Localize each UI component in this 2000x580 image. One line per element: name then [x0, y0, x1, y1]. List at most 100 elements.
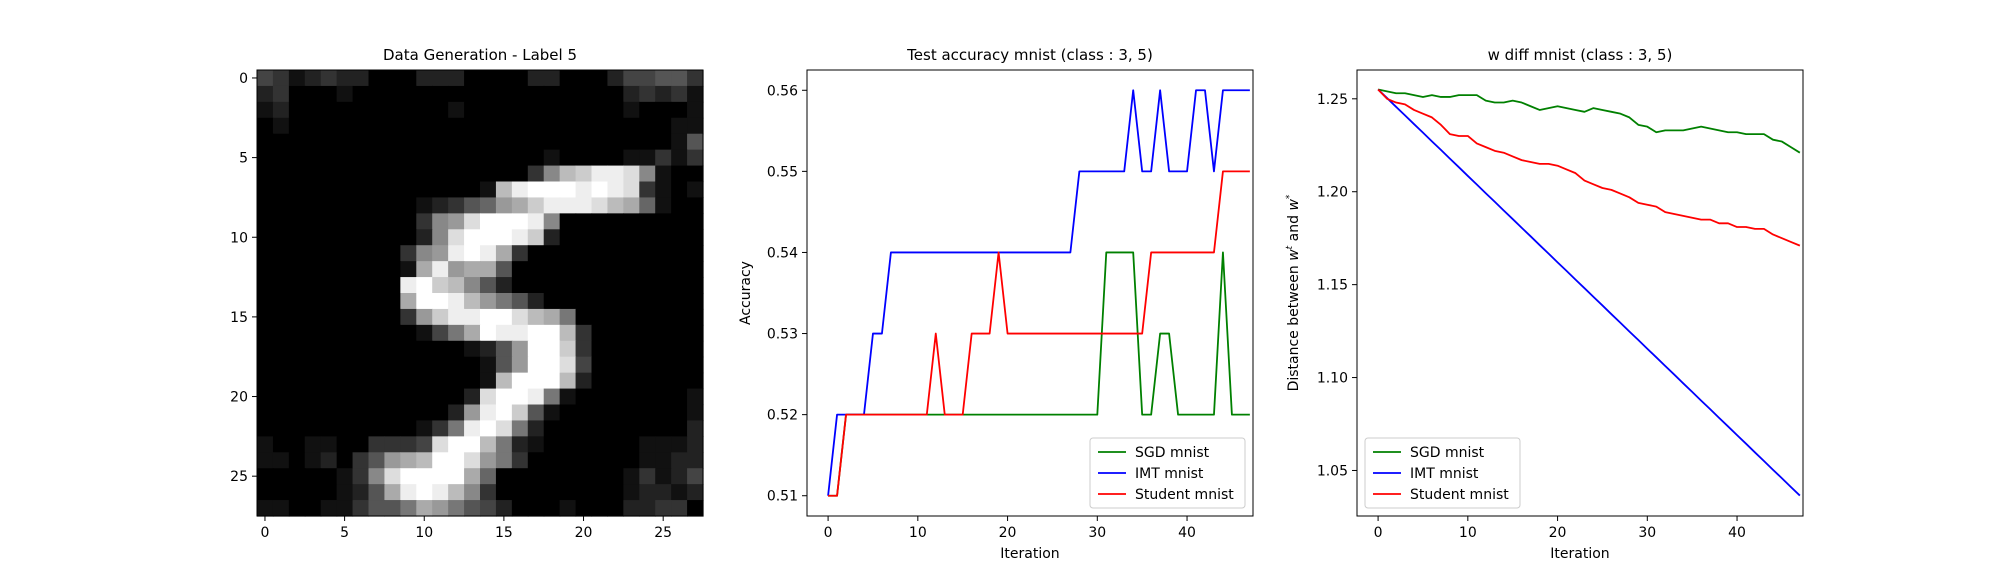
- pixel-cell: [543, 340, 561, 358]
- pixel-cell: [639, 500, 656, 517]
- pixel-cell: [687, 356, 704, 374]
- pixel-cell: [543, 468, 561, 485]
- pixel-cell: [671, 133, 688, 151]
- pixel-cell: [639, 101, 656, 119]
- pixel-cell: [655, 372, 672, 390]
- pixel-cell: [304, 324, 322, 342]
- pixel-cell: [559, 452, 577, 469]
- y-tick-label: 25: [230, 469, 248, 485]
- pixel-cell: [575, 133, 593, 151]
- pixel-cell: [384, 70, 401, 87]
- pixel-cell: [432, 229, 449, 246]
- pixel-cell: [495, 149, 513, 167]
- pixel-cell: [320, 308, 338, 326]
- pixel-cell: [448, 324, 465, 342]
- pixel-cell: [687, 229, 704, 246]
- pixel-cell: [687, 372, 704, 390]
- pixel-cell: [511, 101, 529, 119]
- pixel-cell: [480, 404, 497, 422]
- pixel-cell: [480, 372, 497, 390]
- pixel-cell: [511, 308, 529, 326]
- pixel-cell: [591, 213, 609, 230]
- pixel-cell: [416, 293, 433, 310]
- pixel-cell: [336, 197, 354, 214]
- pixel-cell: [495, 404, 513, 422]
- pixel-cell: [607, 436, 624, 453]
- pixel-cell: [448, 293, 465, 310]
- pixel-cell: [623, 468, 640, 485]
- pixel-cell: [368, 388, 386, 406]
- pixel-cell: [607, 181, 624, 199]
- pixel-cell: [304, 261, 322, 278]
- pixel-cell: [671, 213, 688, 230]
- digit-image-frame: [256, 69, 704, 517]
- pixel-cell: [464, 70, 481, 87]
- pixel-cell: [368, 468, 386, 485]
- pixel-cell: [543, 404, 561, 422]
- pixel-cell: [384, 133, 401, 151]
- pixel-cell: [432, 149, 449, 167]
- pixel-cell: [591, 229, 609, 246]
- pixel-cell: [511, 117, 529, 135]
- pixel-cell: [543, 452, 561, 469]
- pixel-cell: [671, 388, 688, 406]
- pixel-cell: [368, 277, 386, 294]
- pixel-cell: [671, 468, 688, 485]
- pixel-cell: [480, 165, 497, 183]
- pixel-cell: [655, 245, 672, 262]
- pixel-cell: [416, 197, 433, 214]
- pixel-cell: [591, 340, 609, 358]
- pixel-cell: [464, 388, 481, 406]
- pixel-cell: [559, 229, 577, 246]
- y-tick-label: 0.55: [767, 164, 798, 180]
- pixel-cell: [320, 324, 338, 342]
- pixel-cell: [400, 229, 417, 246]
- pixel-cell: [591, 420, 609, 437]
- pixel-cell: [272, 133, 290, 151]
- pixel-cell: [352, 468, 370, 485]
- pixel-cell: [384, 372, 401, 390]
- pixel-cell: [480, 181, 497, 199]
- x-tick-label: 20: [999, 525, 1017, 541]
- pixel-cell: [480, 85, 497, 103]
- pixel-cell: [511, 500, 529, 517]
- pixel-cell: [416, 213, 433, 230]
- pixel-cell: [320, 101, 338, 119]
- pixel-cell: [623, 308, 640, 326]
- pixel-cell: [320, 133, 338, 151]
- pixel-cell: [464, 500, 481, 517]
- pixel-cell: [639, 293, 656, 310]
- pixel-cell: [416, 229, 433, 246]
- pixel-cell: [448, 70, 465, 87]
- pixel-cell: [480, 261, 497, 278]
- pixel-cell: [352, 308, 370, 326]
- pixel-cell: [384, 117, 401, 135]
- pixel-cell: [416, 372, 433, 390]
- pixel-cell: [368, 356, 386, 374]
- pixel-cell: [655, 101, 672, 119]
- wdiff-chart-title: w diff mnist (class : 3, 5): [1488, 46, 1673, 64]
- pixel-cell: [527, 324, 545, 342]
- pixel-cell: [272, 372, 290, 390]
- pixel-cell: [257, 181, 274, 199]
- legend-label: IMT mnist: [1410, 466, 1479, 482]
- pixel-cell: [527, 452, 545, 469]
- pixel-cell: [639, 308, 656, 326]
- x-tick-label: 0: [824, 525, 833, 541]
- pixel-cell: [336, 165, 354, 183]
- y-tick-label: 0.53: [767, 327, 798, 343]
- pixel-cell: [416, 149, 433, 167]
- pixel-cell: [368, 117, 386, 135]
- pixel-cell: [671, 500, 688, 517]
- pixel-cell: [687, 340, 704, 358]
- pixel-cell: [623, 500, 640, 517]
- pixel-cell: [543, 308, 561, 326]
- pixel-cell: [416, 101, 433, 119]
- pixel-cell: [400, 436, 417, 453]
- pixel-cell: [257, 261, 274, 278]
- pixel-cell: [464, 85, 481, 103]
- pixel-cell: [591, 436, 609, 453]
- pixel-cell: [464, 356, 481, 374]
- pixel-cell: [288, 165, 306, 183]
- pixel-cell: [368, 404, 386, 422]
